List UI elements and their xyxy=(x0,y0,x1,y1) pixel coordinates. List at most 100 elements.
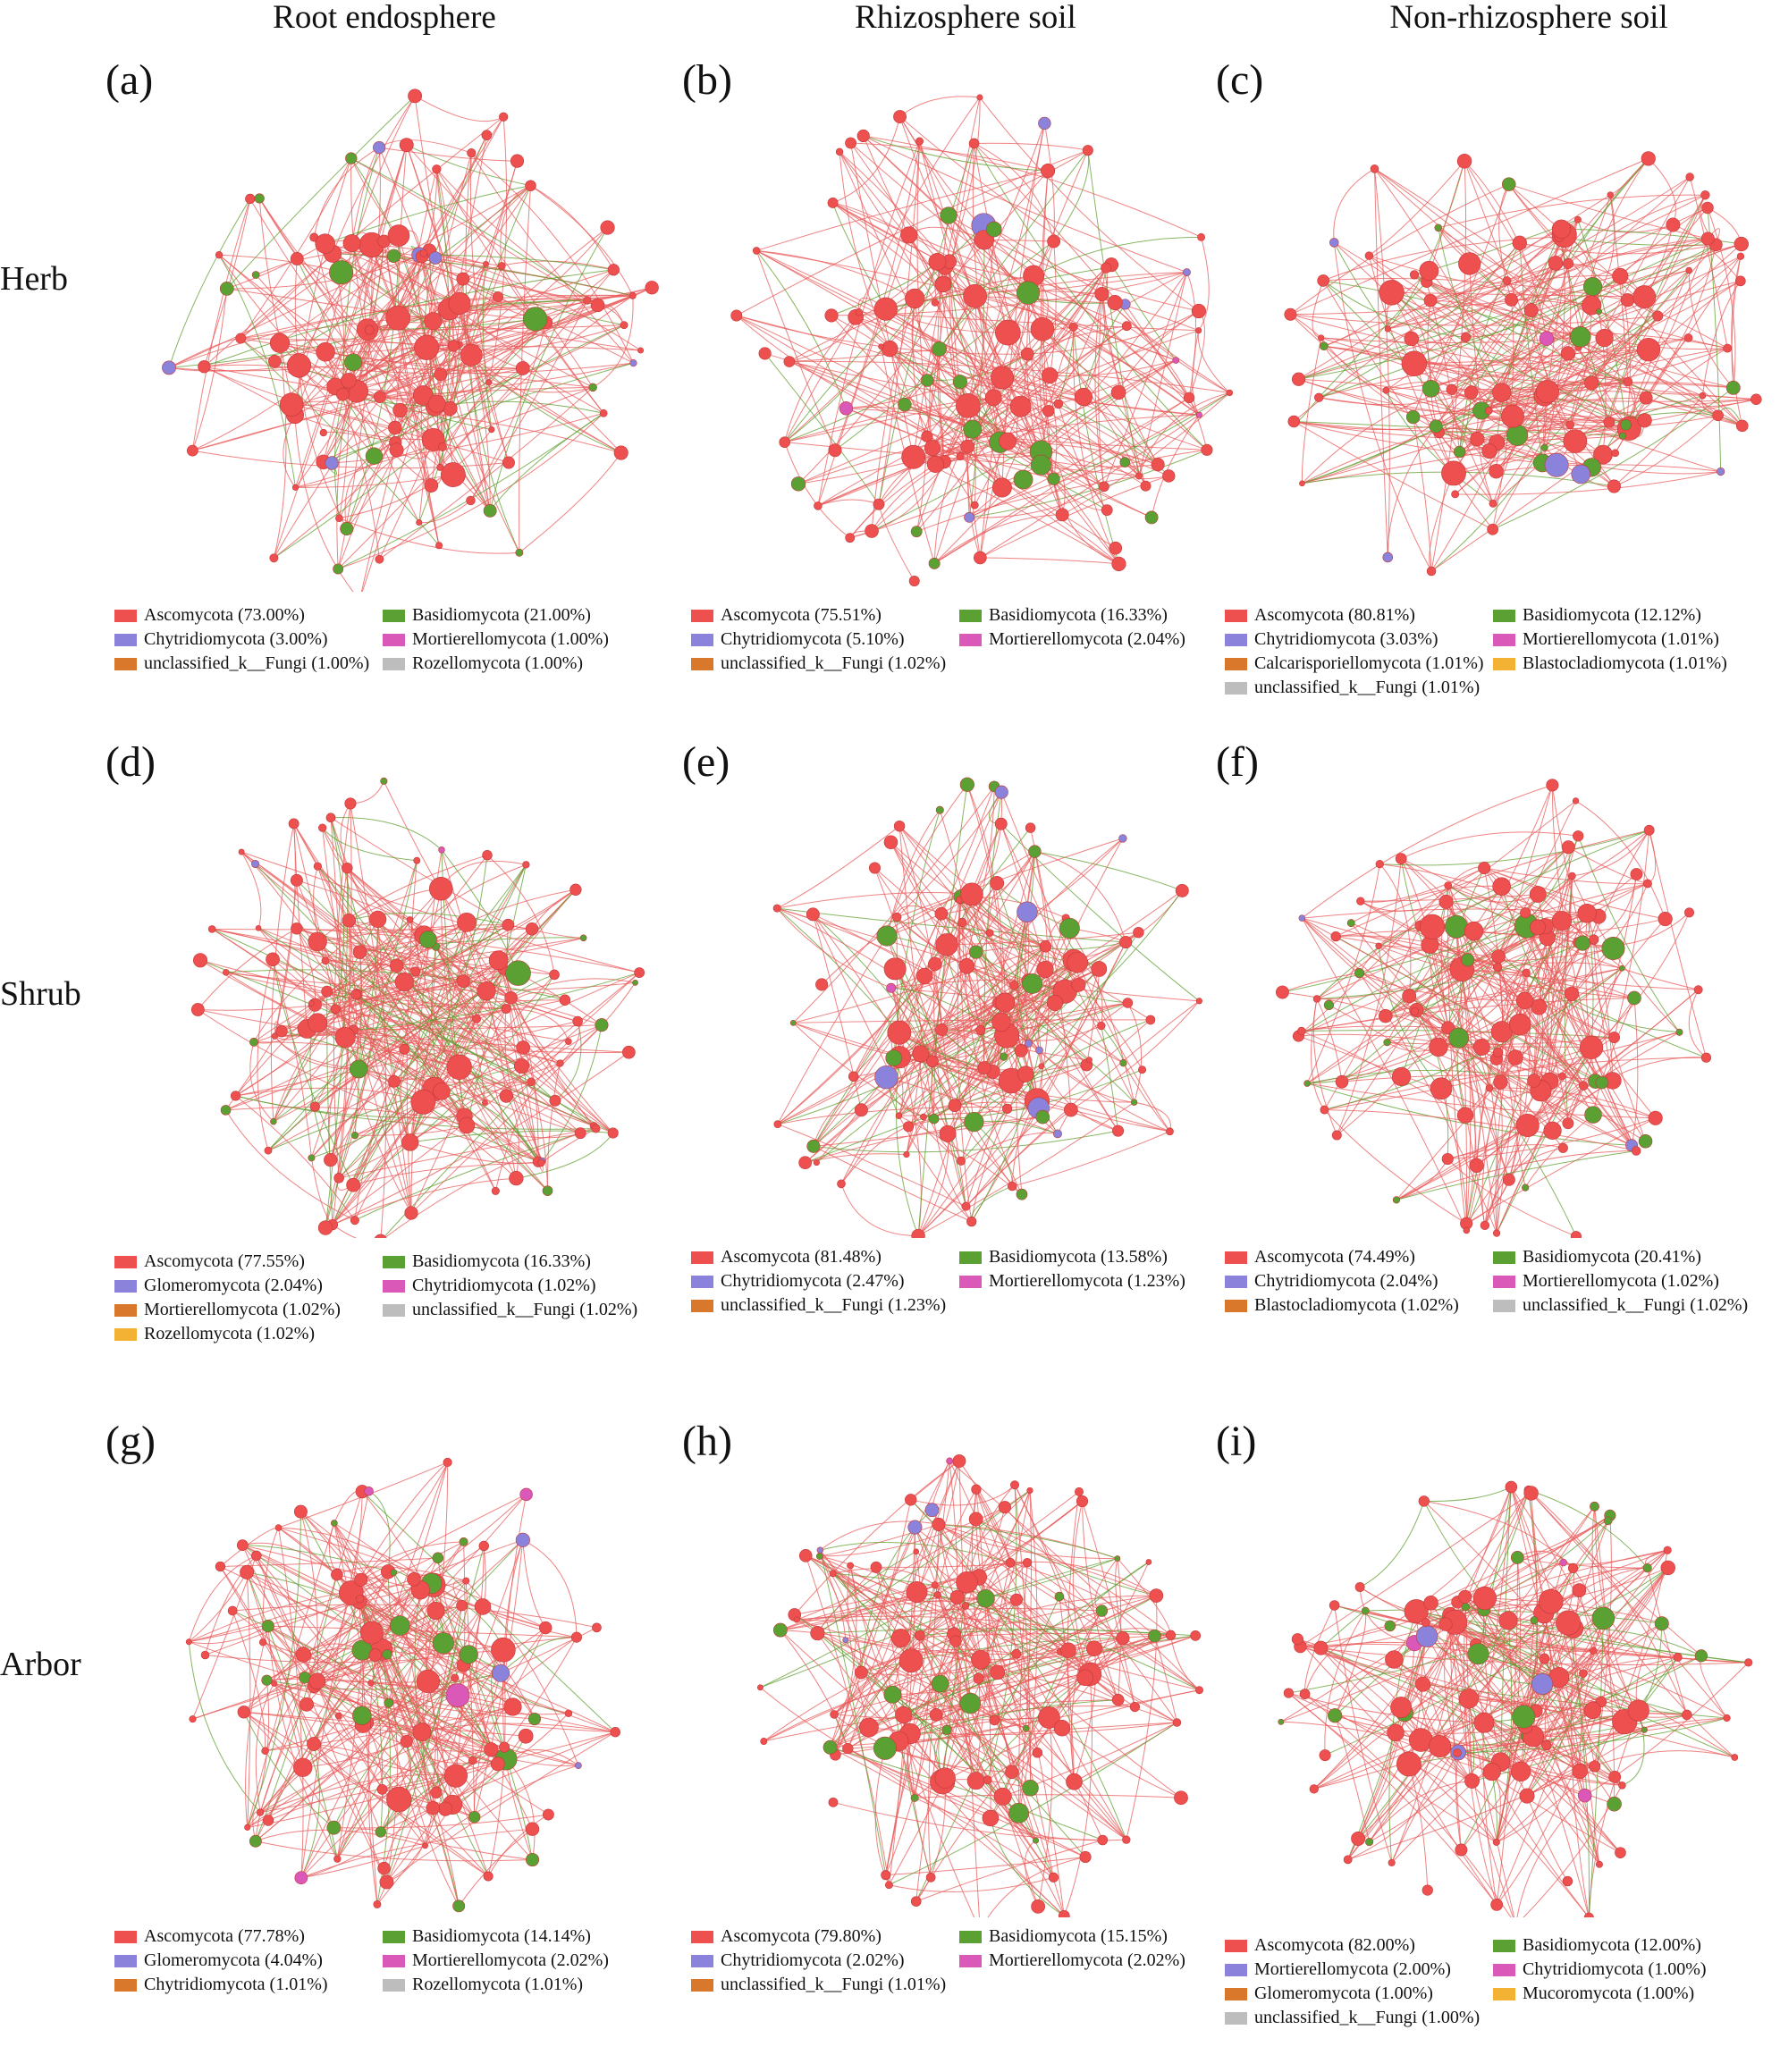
network-node xyxy=(539,1621,553,1635)
network-edge xyxy=(886,784,968,937)
network-edge xyxy=(784,442,851,539)
network-node xyxy=(1579,1669,1588,1678)
network-node xyxy=(1319,1749,1331,1762)
network-node xyxy=(1060,1642,1076,1658)
network-edge xyxy=(832,1572,1200,1691)
network-edge xyxy=(1316,998,1343,1082)
network-edge xyxy=(1501,194,1611,393)
legend-item: Rozellomycota (1.01%) xyxy=(383,1975,583,1995)
legend-swatch xyxy=(1225,1963,1247,1976)
network-edge xyxy=(898,1562,1028,1742)
network-edge xyxy=(889,348,975,506)
network-edge xyxy=(378,147,491,511)
network-edge xyxy=(850,142,1049,172)
network-edge xyxy=(1404,1549,1668,1714)
network-edge xyxy=(362,1724,492,1752)
network-node xyxy=(1538,1588,1564,1614)
network-node xyxy=(1572,1763,1588,1780)
network-node xyxy=(1469,1158,1484,1173)
network-edge xyxy=(938,1523,1118,1560)
network-node xyxy=(933,1591,941,1599)
network-node xyxy=(1523,303,1539,317)
network-node xyxy=(1579,1035,1604,1059)
network-edge xyxy=(915,1778,946,1902)
network-edge xyxy=(410,849,443,1214)
network-node xyxy=(1429,419,1443,434)
network-node xyxy=(379,1874,394,1890)
network-edge xyxy=(1282,973,1360,993)
network-node xyxy=(1658,911,1673,927)
network-node xyxy=(1053,399,1064,409)
network-edge xyxy=(853,965,967,1077)
network-edge xyxy=(1294,420,1543,464)
network-node xyxy=(959,1692,982,1714)
network-edge xyxy=(243,1711,492,1750)
network-edge xyxy=(316,855,488,942)
network-edge xyxy=(1018,1490,1038,1814)
network-edge xyxy=(1288,1622,1569,1694)
network-node xyxy=(261,1674,273,1686)
network-node xyxy=(515,548,524,557)
network-edge xyxy=(333,1522,434,1808)
panel-a: (a) Ascomycota (73.00%) Basidiomycota (21… xyxy=(105,55,678,712)
network-edge xyxy=(896,905,942,918)
network-node xyxy=(1328,1708,1343,1723)
network-edge xyxy=(1496,229,1562,443)
network-node xyxy=(1636,337,1661,362)
network-edge xyxy=(332,864,527,1226)
network-edge xyxy=(192,367,523,451)
network-edge xyxy=(1126,1596,1158,1840)
network-node xyxy=(989,1714,1000,1726)
network-edge xyxy=(1324,1032,1680,1111)
legend-label: Chytridiomycota (1.00%) xyxy=(1523,1959,1707,1979)
legend-item: Calcarisporiellomycota (1.01%) xyxy=(1225,653,1484,674)
network-edge xyxy=(279,338,472,356)
network-edge xyxy=(1439,1744,1595,1767)
network-edge xyxy=(295,145,408,488)
network-edge xyxy=(1087,150,1140,476)
network-edge xyxy=(832,1801,1103,1840)
network-edge xyxy=(205,1555,257,1655)
legend-item: Mortierellomycota (1.23%) xyxy=(959,1271,1185,1292)
network-node xyxy=(1539,331,1555,346)
network-node xyxy=(1391,1066,1412,1087)
network-edge xyxy=(966,1109,1072,1207)
network-node xyxy=(1404,331,1420,347)
network-node xyxy=(1608,1032,1620,1043)
network-edge xyxy=(1396,948,1614,1200)
network-edge xyxy=(1282,925,1527,993)
network-edge xyxy=(1586,913,1614,1081)
network-node xyxy=(1420,914,1446,939)
network-edge xyxy=(1334,1605,1393,1864)
network-edge xyxy=(1438,275,1621,434)
network-node xyxy=(828,1797,839,1807)
network-node xyxy=(1387,1723,1405,1742)
network-edge xyxy=(975,1780,1065,1916)
network-node xyxy=(1107,294,1123,310)
network-edge xyxy=(736,315,1059,405)
network-node xyxy=(388,1075,401,1088)
network-node xyxy=(1498,1611,1518,1630)
network-edge xyxy=(1101,1610,1135,1707)
network-edge xyxy=(1592,998,1635,1116)
network-edge xyxy=(1476,263,1556,440)
network-edge xyxy=(917,784,968,1236)
network-node xyxy=(321,956,330,965)
network-node xyxy=(1335,1074,1349,1089)
legend-label: unclassified_k__Fungi (1.02%) xyxy=(721,653,947,673)
network-edge xyxy=(894,968,967,1207)
network-node xyxy=(816,1546,824,1554)
network-edge xyxy=(815,851,1035,1163)
network-edge xyxy=(899,116,976,297)
network-edge xyxy=(439,295,634,468)
network-edge xyxy=(1549,875,1573,1082)
network-node xyxy=(1013,469,1033,490)
network-edge xyxy=(381,1461,449,1650)
network-edge xyxy=(764,352,1105,487)
network-graph xyxy=(162,88,659,592)
network-edge xyxy=(816,1632,1065,1916)
network-node xyxy=(1042,405,1055,417)
legend-item: Chytridiomycota (1.01%) xyxy=(114,1975,328,1995)
network-node xyxy=(1068,322,1078,332)
network-node xyxy=(516,1040,530,1055)
